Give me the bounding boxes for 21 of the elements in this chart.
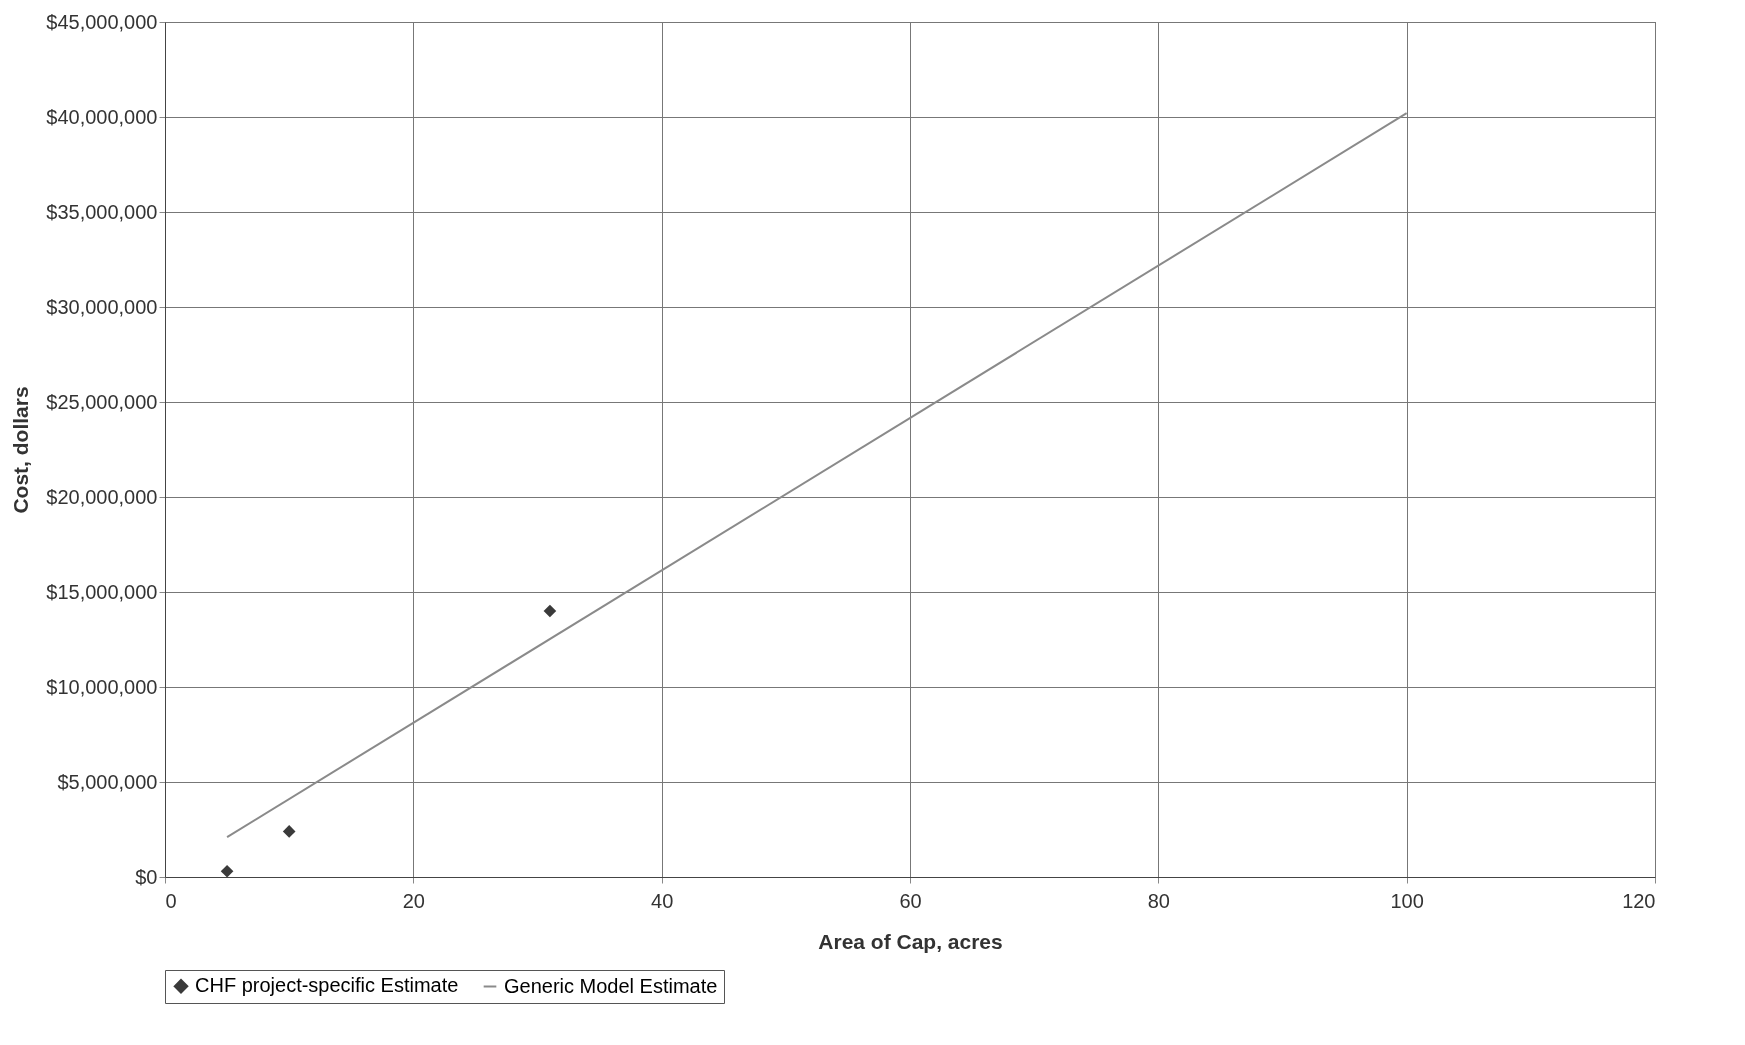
y-tick-label: $45,000,000 bbox=[46, 10, 158, 33]
x-tick-label: 80 bbox=[1147, 889, 1170, 912]
x-tick-label: 120 bbox=[1622, 889, 1656, 912]
y-tick-label: $35,000,000 bbox=[46, 200, 158, 223]
y-axis-title: Cost, dollars bbox=[9, 386, 33, 514]
x-tick-label: 0 bbox=[165, 889, 177, 912]
y-tick-label: $30,000,000 bbox=[46, 295, 158, 318]
y-tick-label: $5,000,000 bbox=[57, 770, 158, 793]
legend-label: Generic Model Estimate bbox=[504, 974, 718, 997]
x-axis-title: Area of Cap, acres bbox=[818, 929, 1003, 953]
x-tick-label: 40 bbox=[651, 889, 674, 912]
y-tick-label: $0 bbox=[135, 865, 158, 888]
y-tick-label: $10,000,000 bbox=[46, 675, 158, 698]
y-tick-label: $20,000,000 bbox=[46, 485, 158, 508]
legend-label: CHF project-specific Estimate bbox=[195, 974, 459, 997]
x-tick-label: 100 bbox=[1390, 889, 1424, 912]
y-tick-label: $15,000,000 bbox=[46, 580, 158, 603]
y-tick-label: $25,000,000 bbox=[46, 390, 158, 413]
x-tick-label: 60 bbox=[899, 889, 922, 912]
x-tick-label: 20 bbox=[402, 889, 425, 912]
y-tick-label: $40,000,000 bbox=[46, 105, 158, 128]
